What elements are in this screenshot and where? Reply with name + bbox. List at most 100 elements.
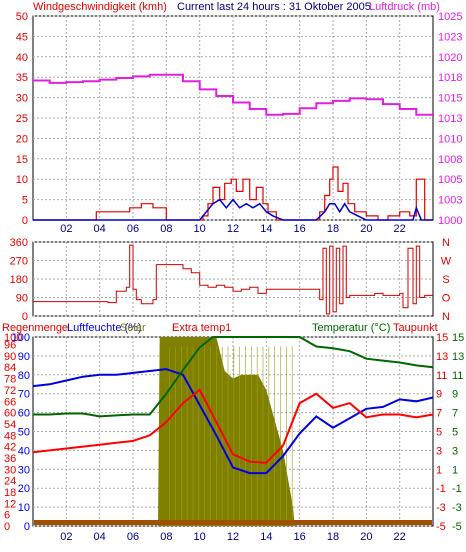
y-tick-compass: W [441, 256, 452, 268]
y-tick-direction: 90 [16, 293, 28, 305]
y-tick-dewpoint: 1 [452, 464, 458, 476]
panel-wind-pressure [33, 73, 434, 221]
y-tick-wind: 30 [16, 93, 28, 105]
legend-solar: Solar [120, 322, 146, 334]
x-tick-label: 06 [127, 531, 139, 543]
x-tick-label: 16 [294, 223, 306, 235]
y-tick-humidity: 50 [18, 427, 30, 439]
grid-lines [33, 15, 433, 527]
y-tick-temperature: 13 [436, 351, 448, 363]
y-tick-dewpoint: -1 [452, 483, 462, 495]
y-tick-temperature: -1 [436, 483, 446, 495]
temperature-line [32, 388, 434, 464]
x-tick-label: 02 [60, 223, 72, 235]
x-tick-label: 04 [94, 531, 106, 543]
y-tick-wind: 50 [16, 11, 28, 23]
y-tick-rain: 72 [4, 385, 16, 397]
x-tick-label: 18 [327, 531, 339, 543]
legend-dewpoint: Taupunkt [393, 322, 438, 334]
y-tick-pressure: 1015 [438, 93, 462, 105]
y-tick-compass: S [442, 274, 449, 286]
wind-axis-title: Windgeschwindigkeit (kmh) [33, 1, 167, 13]
y-tick-rain: 66 [4, 396, 16, 408]
y-tick-direction: 0 [22, 311, 28, 323]
y-tick-wind: 45 [16, 31, 28, 43]
wind-gust-line [33, 198, 433, 221]
y-tick-dewpoint: 5 [452, 427, 458, 439]
y-tick-humidity: 70 [18, 389, 30, 401]
y-tick-temperature: 1 [436, 464, 442, 476]
y-tick-wind: 25 [16, 113, 28, 125]
wind-speed-line [33, 166, 433, 221]
y-tick-dewpoint: -3 [452, 502, 462, 514]
current-date-label: Current last 24 hours : 31 Oktober 2005 [177, 1, 371, 13]
y-tick-pressure: 1003 [438, 195, 462, 207]
pressure-line [33, 73, 434, 116]
x-tick-label: 08 [160, 223, 172, 235]
y-tick-dewpoint: -5 [452, 521, 462, 533]
y-tick-pressure: 1005 [438, 174, 462, 186]
y-tick-compass: N [442, 237, 450, 249]
y-tick-compass: N [442, 311, 450, 323]
y-tick-rain: 24 [4, 476, 16, 488]
y-tick-pressure: 1010 [438, 133, 462, 145]
y-tick-wind: 35 [16, 72, 28, 84]
x-tick-label: 14 [260, 531, 272, 543]
y-tick-pressure: 1018 [438, 72, 462, 84]
y-tick-wind: 20 [16, 133, 28, 145]
y-tick-direction: 360 [10, 237, 28, 249]
x-tick-label: 16 [294, 531, 306, 543]
x-tick-label: 22 [394, 223, 406, 235]
y-tick-wind: 5 [22, 195, 28, 207]
y-tick-dewpoint: 11 [452, 370, 463, 382]
y-tick-direction: 270 [10, 256, 28, 268]
y-tick-pressure: 1008 [438, 154, 462, 166]
y-tick-temperature: 9 [436, 389, 442, 401]
y-tick-rain: 18 [4, 487, 16, 499]
panel-wind-direction [33, 244, 433, 315]
y-tick-rain: 84 [4, 362, 16, 374]
y-tick-temperature: -3 [436, 502, 446, 514]
y-tick-rain: 48 [4, 430, 16, 442]
y-tick-humidity: 20 [18, 483, 30, 495]
x-tick-label: 02 [60, 531, 72, 543]
y-tick-humidity: 30 [18, 464, 30, 476]
y-tick-rain: 54 [4, 419, 16, 431]
legend-temperature: Temperatur (°C) [312, 322, 390, 334]
y-tick-humidity: 90 [18, 351, 30, 363]
y-tick-rain: 60 [4, 408, 16, 420]
y-tick-rain: 100 [4, 332, 22, 344]
y-tick-dewpoint: 3 [452, 445, 458, 457]
panel-temperature-humidity [32, 336, 434, 526]
humidity-line [32, 368, 434, 475]
x-tick-label: 20 [360, 531, 372, 543]
y-tick-humidity: 100 [12, 332, 30, 344]
y-tick-rain: 90 [4, 351, 16, 363]
y-tick-wind: 40 [16, 52, 28, 64]
x-tick-label: 22 [394, 531, 406, 543]
y-tick-compass: O [442, 293, 451, 305]
y-tick-humidity: 10 [18, 502, 30, 514]
x-tick-label: 18 [327, 223, 339, 235]
legend-rain: Regenmenge [2, 322, 68, 334]
y-tick-humidity: 40 [18, 445, 30, 457]
y-tick-rain: 36 [4, 453, 16, 465]
y-tick-rain: 12 [4, 498, 16, 510]
y-tick-temperature: 11 [436, 370, 447, 382]
y-tick-rain: 30 [4, 464, 16, 476]
y-tick-humidity: 0 [24, 521, 30, 533]
y-tick-rain: 6 [4, 510, 10, 522]
x-tick-label: 08 [160, 531, 172, 543]
y-tick-dewpoint: 15 [452, 332, 464, 344]
y-tick-rain: 96 [4, 340, 16, 352]
y-tick-wind: 10 [16, 174, 28, 186]
legend-humidity: Luftfeuchte (%) [67, 322, 142, 334]
rain-bar [34, 520, 432, 525]
y-tick-humidity: 60 [18, 408, 30, 420]
y-tick-pressure: 1020 [438, 52, 462, 64]
y-tick-temperature: 15 [436, 332, 448, 344]
x-tick-label: 04 [94, 223, 106, 235]
y-tick-pressure: 1025 [438, 11, 462, 23]
